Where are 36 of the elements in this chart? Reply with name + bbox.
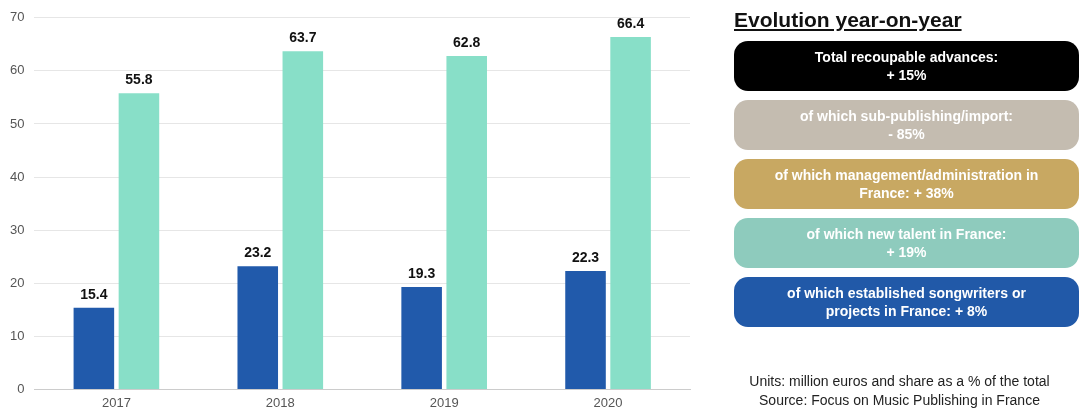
y-tick-label: 60	[9, 62, 25, 78]
bar	[565, 271, 606, 389]
data-label: 23.2	[244, 244, 272, 261]
bar	[610, 36, 651, 389]
text: Total recoupable advances: + 15%	[734, 41, 1079, 91]
bar	[401, 286, 442, 389]
bar	[237, 266, 279, 389]
y-tick-label: 30	[9, 221, 25, 237]
bar	[446, 56, 487, 389]
x-tick-label: 2018	[265, 394, 295, 410]
data-label: 19.3	[408, 264, 436, 281]
x-tick-label: 2019	[429, 394, 459, 410]
data-label: 62.8	[453, 33, 481, 50]
y-tick-label: 70	[9, 9, 25, 25]
text: of which new talent in France: + 19%	[734, 218, 1079, 268]
source-note: Source: Focus on Music Publishing in France	[758, 391, 1041, 410]
x-tick-label: 2020	[593, 394, 623, 410]
y-tick-label: 40	[9, 168, 25, 184]
y-tick-label: 0	[17, 380, 25, 396]
x-tick-label: 2017	[101, 394, 131, 410]
bar	[282, 51, 324, 389]
text: of which management/administration in France: + 38%	[734, 159, 1079, 209]
data-label: 66.4	[616, 14, 645, 31]
data-label: 22.3	[571, 248, 600, 265]
data-label: 15.4	[80, 285, 108, 302]
data-label: 55.8	[125, 71, 153, 88]
y-tick-label: 20	[9, 274, 25, 290]
text: Evolution year-on-year	[734, 8, 963, 32]
data-label: 63.7	[289, 29, 317, 46]
y-tick-label: 50	[9, 115, 25, 131]
text: of which established songwriters or projects in France: + 8%	[734, 277, 1079, 327]
bar	[118, 93, 160, 389]
text: of which sub-publishing/import: - 85%	[734, 100, 1079, 150]
bar	[73, 307, 115, 389]
text: Units: million euros and share as a % of the total	[748, 372, 1051, 391]
y-tick-label: 10	[9, 327, 25, 343]
